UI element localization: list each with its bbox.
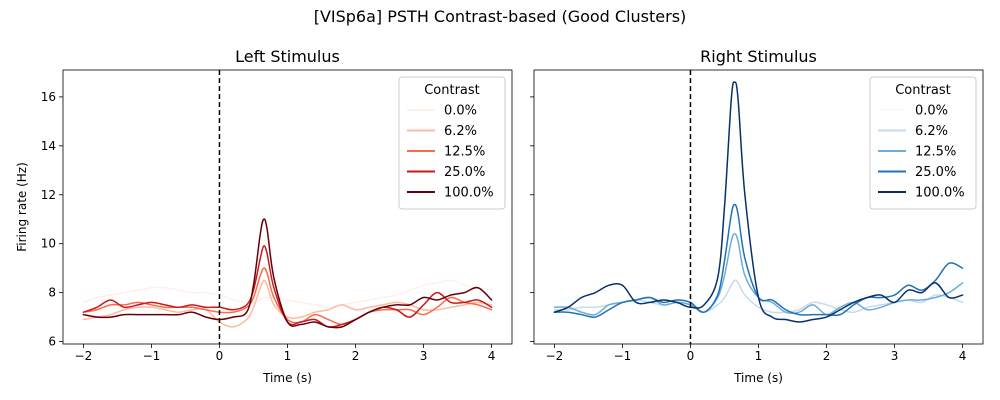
- x-tick-label: −2: [546, 349, 564, 363]
- series-line-00: [82, 279, 493, 309]
- legend: Contrast 0.0% 6.2% 12.5% 25.0% 100.0%: [869, 76, 977, 210]
- y-axis-label: Firing rate (Hz): [15, 162, 29, 252]
- legend-entry: 100.0%: [915, 186, 965, 201]
- series-line-00: [553, 279, 964, 309]
- legend-entry: 25.0%: [915, 165, 956, 180]
- figure-suptitle: [VISp6a] PSTH Contrast-based (Good Clust…: [314, 7, 687, 26]
- y-tick-label: 10: [41, 237, 56, 251]
- y-tick-label: 12: [41, 188, 56, 202]
- panel-title: Left Stimulus: [235, 47, 340, 66]
- series-line-1000: [553, 81, 964, 323]
- legend-entry: 12.5%: [915, 145, 956, 160]
- x-tick-label: 4: [488, 349, 496, 363]
- legend-entry: 25.0%: [444, 165, 485, 180]
- x-tick-label: 1: [284, 349, 292, 363]
- series-line-1000: [82, 218, 493, 329]
- right-stimulus-panel: Right Stimulus Time (s) −2 −1 0 1 2 3 4 Contras…: [530, 47, 984, 385]
- plot-area: [82, 70, 493, 344]
- legend-entry: 0.0%: [444, 104, 477, 119]
- legend-title: Contrast: [424, 83, 480, 98]
- series-line-250: [82, 245, 493, 328]
- plot-area: [553, 70, 964, 344]
- x-axis-label: Time (s): [733, 371, 783, 385]
- series-line-125: [553, 233, 964, 316]
- legend-entry: 6.2%: [444, 124, 477, 139]
- legend-entry: 12.5%: [444, 145, 485, 160]
- y-tick-label: 16: [41, 90, 56, 104]
- y-tick-label: 14: [41, 139, 56, 153]
- x-tick-label: −1: [143, 349, 161, 363]
- x-tick-label: 0: [687, 349, 695, 363]
- x-tick-label: 2: [823, 349, 831, 363]
- x-tick-label: 1: [755, 349, 763, 363]
- left-stimulus-panel: Left Stimulus Firing rate (Hz) Time (s) …: [15, 47, 513, 385]
- series-line-62: [82, 279, 493, 328]
- legend: Contrast 0.0% 6.2% 12.5% 25.0% 100.0%: [398, 76, 506, 210]
- legend-entry: 6.2%: [915, 124, 948, 139]
- x-tick-label: 2: [352, 349, 360, 363]
- legend-title: Contrast: [895, 83, 951, 98]
- legend-entry: 100.0%: [444, 186, 494, 201]
- x-tick-label: 3: [891, 349, 899, 363]
- x-tick-label: 4: [959, 349, 967, 363]
- y-tick-label: 6: [48, 335, 56, 349]
- series-line-250: [553, 203, 964, 318]
- x-tick-label: 0: [216, 349, 224, 363]
- y-tick-label: 8: [48, 286, 56, 300]
- legend-entry: 0.0%: [915, 104, 948, 119]
- x-tick-label: −1: [614, 349, 632, 363]
- x-axis-label: Time (s): [262, 371, 312, 385]
- series-line-125: [82, 267, 493, 326]
- panel-title: Right Stimulus: [700, 47, 817, 66]
- x-tick-label: −2: [75, 349, 93, 363]
- x-tick-label: 3: [420, 349, 428, 363]
